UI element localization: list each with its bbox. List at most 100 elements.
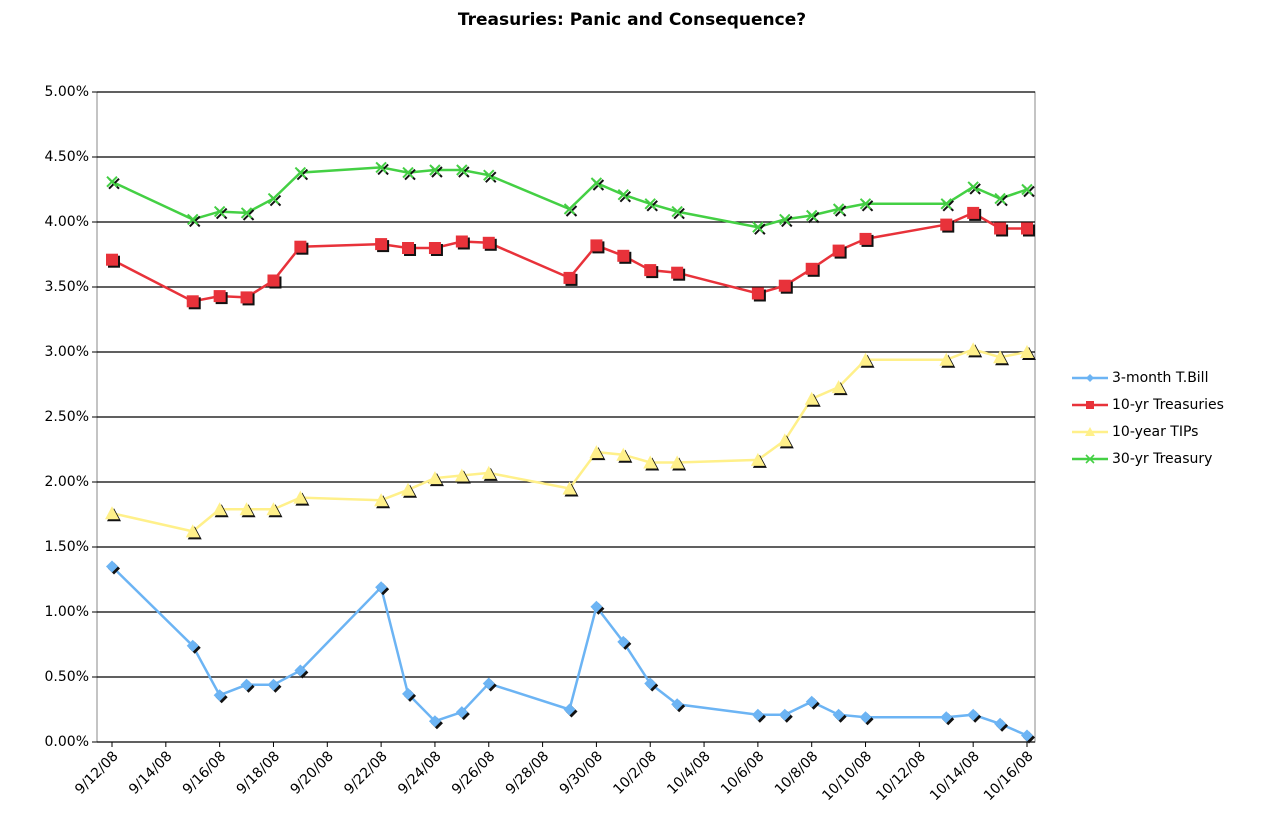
legend-item: 30-yr Treasury (1072, 451, 1212, 467)
marker (859, 198, 874, 212)
marker (750, 452, 767, 468)
x-tick-label: 10/12/08 (873, 748, 929, 804)
marker-shape (374, 493, 389, 507)
chart-title: Treasuries: Panic and Consequence? (458, 10, 806, 30)
marker-shape (670, 455, 685, 469)
marker-shape (293, 490, 308, 504)
marker-shape (212, 502, 227, 516)
marker (267, 274, 282, 289)
marker (751, 708, 766, 723)
marker-shape (427, 471, 442, 485)
marker-shape (859, 198, 872, 210)
marker-shape (590, 239, 603, 252)
marker-shape (804, 391, 819, 405)
marker (428, 715, 443, 730)
x-tick-label: 9/12/08 (72, 748, 121, 797)
marker-shape (643, 455, 658, 469)
marker-shape (671, 266, 684, 279)
marker-shape (267, 678, 280, 691)
x-tick-label: 9/22/08 (341, 748, 390, 797)
marker-shape (375, 161, 387, 174)
marker-shape (671, 205, 683, 218)
marker-shape (240, 678, 253, 691)
marker-shape (751, 708, 764, 721)
marker (402, 242, 417, 256)
legend-item: 10-year TIPs (1072, 424, 1198, 440)
marker (590, 600, 605, 615)
marker-shape (402, 687, 415, 700)
marker-shape (778, 279, 791, 292)
marker (644, 198, 658, 212)
marker (293, 490, 310, 506)
marker (671, 266, 686, 281)
marker (429, 164, 443, 178)
marker (455, 706, 470, 721)
marker-shape (267, 274, 280, 287)
marker (858, 352, 875, 368)
marker-shape (1021, 183, 1033, 196)
marker-shape (1021, 222, 1033, 235)
marker-shape (402, 166, 414, 179)
marker (483, 169, 497, 183)
x-tick-label: 10/2/08 (610, 748, 659, 797)
marker (831, 380, 848, 396)
marker (294, 240, 309, 255)
marker (967, 708, 982, 723)
marker (240, 207, 255, 221)
y-tick-label: 2.50% (45, 409, 89, 425)
marker (994, 717, 1009, 732)
marker-shape (940, 198, 952, 210)
marker (563, 271, 578, 286)
marker (993, 350, 1010, 366)
marker-shape (967, 181, 979, 193)
marker (213, 205, 228, 220)
marker-shape (563, 271, 576, 284)
marker (106, 175, 120, 190)
marker-shape (185, 524, 200, 538)
marker (482, 236, 497, 251)
marker (752, 221, 766, 235)
x-tick-label: 10/4/08 (664, 748, 713, 797)
marker (805, 262, 820, 277)
marker (940, 198, 954, 212)
marker-shape (563, 703, 576, 716)
marker-shape (671, 698, 684, 711)
legend-item: 3-month T.Bill (1072, 370, 1208, 386)
marker-shape (563, 203, 576, 215)
marker (186, 295, 201, 310)
x-tick-label: 9/20/08 (287, 748, 336, 797)
marker-shape (240, 207, 253, 219)
marker-shape (106, 253, 118, 266)
marker-shape (590, 177, 603, 189)
marker (778, 708, 793, 723)
marker-shape (456, 164, 468, 176)
marker-shape (455, 706, 468, 719)
marker-shape (590, 600, 603, 613)
marker (832, 708, 847, 723)
marker (859, 711, 874, 726)
y-tick-label: 3.00% (45, 344, 89, 360)
marker (751, 287, 766, 302)
marker-shape (859, 232, 872, 245)
x-tick-label: 9/18/08 (234, 748, 283, 797)
marker (643, 455, 660, 471)
marker-shape (240, 291, 253, 304)
marker-shape (779, 213, 791, 226)
marker (670, 455, 687, 471)
marker-shape (375, 238, 388, 251)
marker-shape (994, 222, 1007, 235)
marker-shape (940, 711, 953, 724)
marker-shape (106, 175, 118, 188)
x-tick-label: 9/26/08 (449, 748, 498, 797)
marker (267, 192, 282, 207)
marker (374, 493, 391, 509)
marker-shape (750, 452, 765, 466)
legend-label: 30-yr Treasury (1112, 451, 1212, 467)
marker-shape (401, 482, 416, 496)
marker-shape (644, 264, 657, 277)
legend-marker-shape (1086, 401, 1094, 409)
marker-shape (858, 352, 873, 366)
marker (617, 188, 632, 203)
